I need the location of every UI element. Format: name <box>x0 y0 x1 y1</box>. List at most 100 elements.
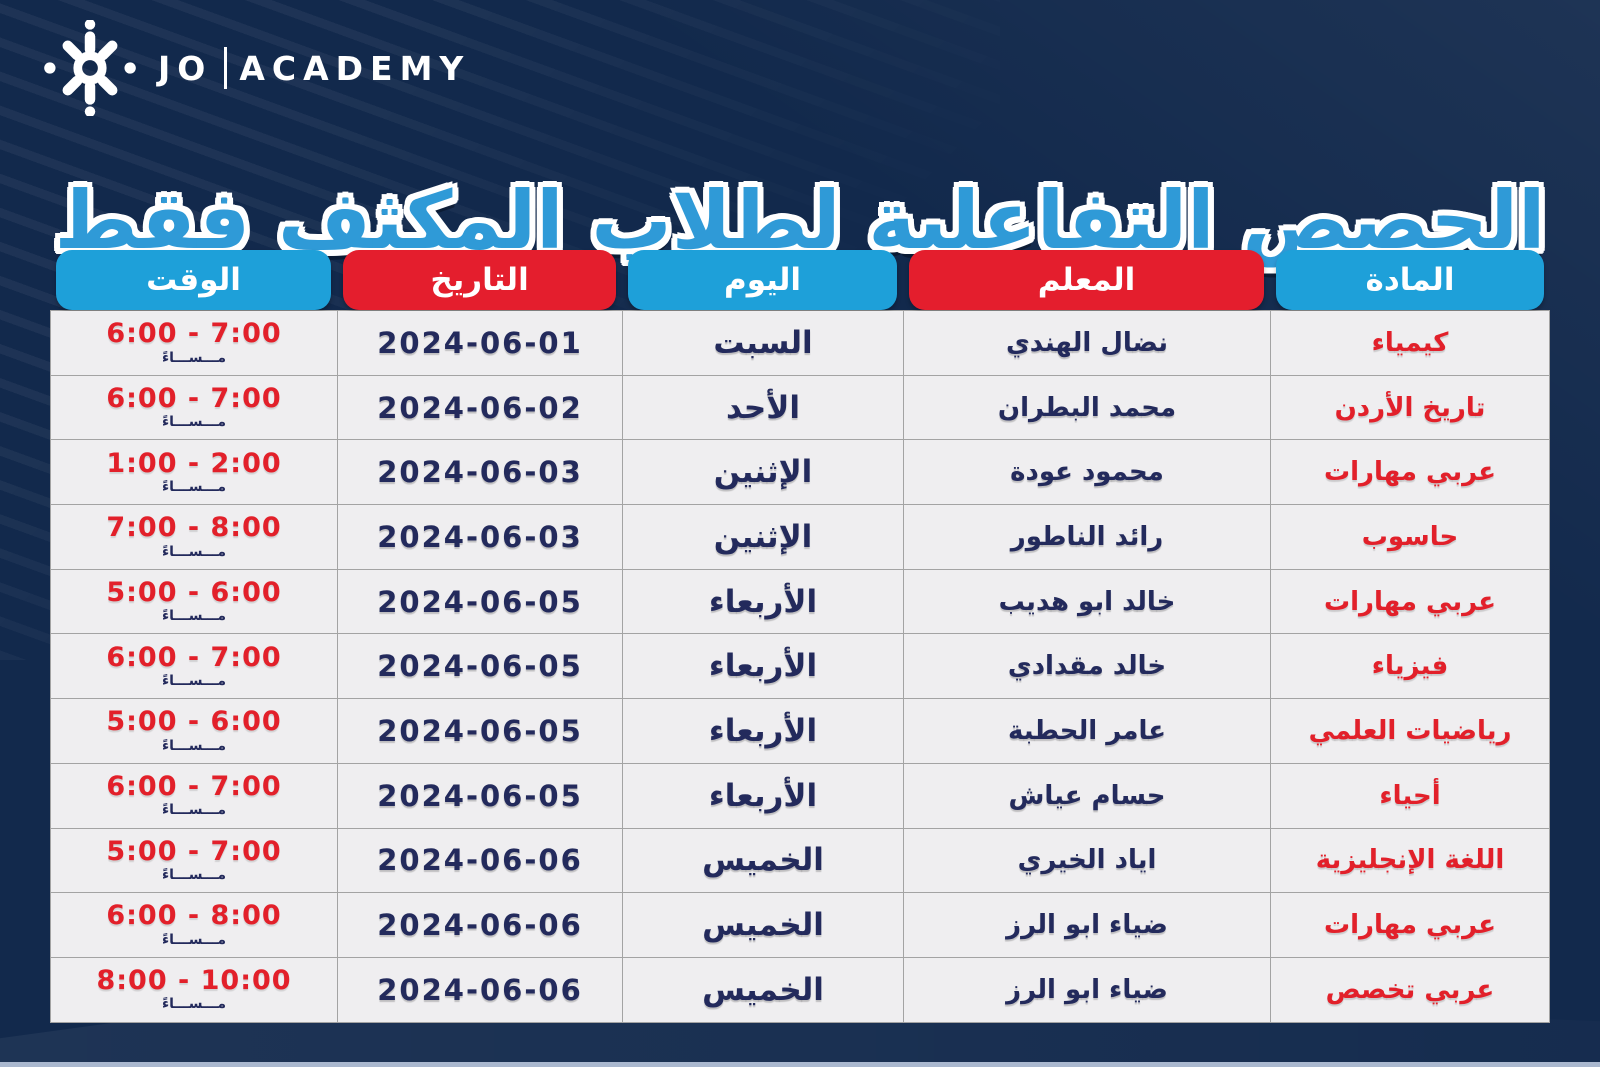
cell-subject: أحياء <box>1270 763 1550 829</box>
cell-teacher: خالد ابو هديب <box>903 569 1270 635</box>
evening-label: مـــســـاءً <box>161 867 227 884</box>
cell-day: الأربعاء <box>622 763 903 829</box>
cell-date: 2024-06-05 <box>337 634 622 700</box>
cell-day: الخميس <box>622 828 903 894</box>
cell-time: 5:00 - 6:00 مـــســـاءً <box>50 699 337 764</box>
cell-day: الإثنين <box>622 505 903 570</box>
cell-subject: رياضيات العلمي <box>1270 699 1550 764</box>
table-row: عربي تخصص ضياء ابو الرز الخميس 2024-06-06 8:… <box>50 957 1550 1023</box>
table-row: عربي مهارات ضياء ابو الرز الخميس 2024-06-06… <box>50 893 1550 958</box>
evening-label: مـــســـاءً <box>161 802 227 819</box>
header-cell-teacher: المعلم <box>909 250 1264 310</box>
table-row: حاسوب رائد الناطور الإثنين 2024-06-03 7:00 -… <box>50 505 1550 570</box>
cell-subject: فيزياء <box>1270 634 1550 700</box>
time-range: 6:00 - 7:00 <box>106 770 282 802</box>
cell-teacher: ضياء ابو الرز <box>903 957 1270 1023</box>
cell-teacher: محمد البطران <box>903 375 1270 441</box>
evening-label: مـــســـاءً <box>161 608 227 625</box>
evening-label: مـــســـاءً <box>161 737 227 754</box>
evening-label: مـــســـاءً <box>161 672 227 689</box>
cell-subject: عربي مهارات <box>1270 440 1550 506</box>
table-body: كيمياء نضال الهندي السبت 2024-06-01 6:00 - 7… <box>50 310 1550 1023</box>
cell-time: 7:00 - 8:00 مـــســـاءً <box>50 505 337 570</box>
time-range: 5:00 - 7:00 <box>106 835 282 867</box>
time-range: 1:00 - 2:00 <box>106 447 282 479</box>
table-row: اللغة الإنجليزية اياد الخيري الخميس 2024-06… <box>50 828 1550 894</box>
cell-teacher: نضال الهندي <box>903 311 1270 376</box>
time-range: 6:00 - 7:00 <box>106 318 282 350</box>
evening-label: مـــســـاءً <box>161 996 227 1013</box>
cell-date: 2024-06-03 <box>337 440 622 506</box>
cell-date: 2024-06-06 <box>337 893 622 958</box>
cell-day: الخميس <box>622 957 903 1023</box>
cell-time: 6:00 - 7:00 مـــســـاءً <box>50 375 337 441</box>
evening-label: مـــســـاءً <box>161 931 227 948</box>
cell-teacher: اياد الخيري <box>903 828 1270 894</box>
cell-subject: حاسوب <box>1270 505 1550 570</box>
bottom-accent-line <box>0 1062 1600 1067</box>
cell-day: الأربعاء <box>622 699 903 764</box>
table-row: تاريخ الأردن محمد البطران الأحد 2024-06-02 6… <box>50 375 1550 441</box>
cell-date: 2024-06-05 <box>337 699 622 764</box>
cell-time: 8:00 - 10:00 مـــســـاءً <box>50 957 337 1023</box>
cell-date: 2024-06-05 <box>337 569 622 635</box>
table-row: عربي مهارات خالد ابو هديب الأربعاء 2024-06-… <box>50 569 1550 635</box>
header-cell-day: اليوم <box>628 250 897 310</box>
cell-day: الأربعاء <box>622 634 903 700</box>
time-range: 6:00 - 7:00 <box>106 382 282 414</box>
cell-day: السبت <box>622 311 903 376</box>
time-range: 7:00 - 8:00 <box>106 512 282 544</box>
brand-logo: JO ACADEMY <box>42 20 470 116</box>
cell-time: 5:00 - 6:00 مـــســـاءً <box>50 569 337 635</box>
cell-subject: اللغة الإنجليزية <box>1270 828 1550 894</box>
cell-subject: عربي تخصص <box>1270 957 1550 1023</box>
table-row: فيزياء خالد مقدادي الأربعاء 2024-06-05 6:00 … <box>50 634 1550 700</box>
cell-time: 6:00 - 7:00 مـــســـاءً <box>50 311 337 376</box>
cell-teacher: محمود عودة <box>903 440 1270 506</box>
time-range: 6:00 - 8:00 <box>106 900 282 932</box>
time-range: 5:00 - 6:00 <box>106 576 282 608</box>
cell-time: 6:00 - 7:00 مـــســـاءً <box>50 763 337 829</box>
cell-teacher: ضياء ابو الرز <box>903 893 1270 958</box>
jo-academy-snowflake-icon <box>44 20 136 116</box>
time-range: 6:00 - 7:00 <box>106 641 282 673</box>
cell-date: 2024-06-01 <box>337 311 622 376</box>
table-row: عربي مهارات محمود عودة الإثنين 2024-06-03 1:… <box>50 440 1550 506</box>
cell-time: 5:00 - 7:00 مـــســـاءً <box>50 828 337 894</box>
cell-time: 6:00 - 7:00 مـــســـاءً <box>50 634 337 700</box>
cell-date: 2024-06-02 <box>337 375 622 441</box>
cell-day: الخميس <box>622 893 903 958</box>
cell-subject: كيمياء <box>1270 311 1550 376</box>
cell-day: الإثنين <box>622 440 903 506</box>
header-cell-date: التاريخ <box>343 250 616 310</box>
evening-label: مـــســـاءً <box>161 349 227 366</box>
cell-time: 6:00 - 8:00 مـــســـاءً <box>50 893 337 958</box>
time-range: 8:00 - 10:00 <box>96 965 292 997</box>
table-header-row: المادة المعلم اليوم التاريخ الوقت <box>50 250 1550 310</box>
cell-subject: عربي مهارات <box>1270 893 1550 958</box>
cell-day: الأربعاء <box>622 569 903 635</box>
cell-teacher: خالد مقدادي <box>903 634 1270 700</box>
cell-date: 2024-06-03 <box>337 505 622 570</box>
evening-label: مـــســـاءً <box>161 414 227 431</box>
cell-teacher: رائد الناطور <box>903 505 1270 570</box>
cell-day: الأحد <box>622 375 903 441</box>
table-row: رياضيات العلمي عامر الحطبة الأربعاء 2024-06… <box>50 699 1550 764</box>
brand-jo: JO <box>158 48 213 88</box>
table-row: أحياء حسام عياش الأربعاء 2024-06-05 6:00 - 7… <box>50 763 1550 829</box>
schedule-table: المادة المعلم اليوم التاريخ الوقت كيمياء… <box>50 250 1550 1023</box>
cell-date: 2024-06-05 <box>337 763 622 829</box>
brand-divider <box>224 47 228 89</box>
cell-date: 2024-06-06 <box>337 828 622 894</box>
header-cell-time: الوقت <box>56 250 331 310</box>
header-cell-subject: المادة <box>1276 250 1544 310</box>
cell-teacher: حسام عياش <box>903 763 1270 829</box>
cell-subject: عربي مهارات <box>1270 569 1550 635</box>
time-range: 5:00 - 6:00 <box>106 706 282 738</box>
evening-label: مـــســـاءً <box>161 478 227 495</box>
evening-label: مـــســـاءً <box>161 543 227 560</box>
cell-teacher: عامر الحطبة <box>903 699 1270 764</box>
cell-date: 2024-06-06 <box>337 957 622 1023</box>
brand-academy: ACADEMY <box>239 48 471 88</box>
